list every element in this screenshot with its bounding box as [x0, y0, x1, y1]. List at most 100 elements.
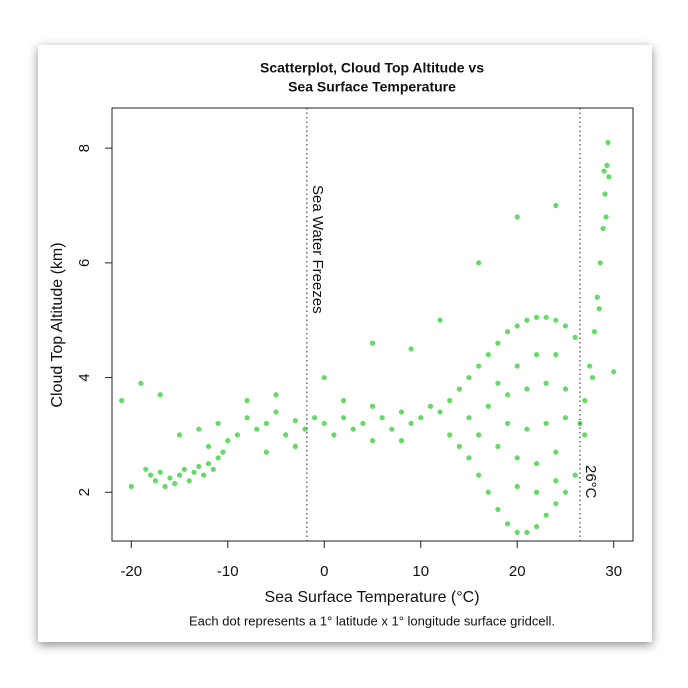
point	[427, 403, 433, 409]
point	[476, 432, 482, 438]
point	[408, 346, 414, 352]
point	[476, 260, 482, 266]
point	[331, 432, 337, 438]
point	[234, 432, 241, 438]
y-tick-label: 6	[76, 259, 93, 267]
x-tick-label: 30	[605, 563, 622, 580]
point	[495, 380, 501, 386]
point	[263, 420, 269, 427]
point	[244, 397, 250, 404]
chart-title: Scatterplot, Cloud Top Altitude vs	[260, 60, 484, 76]
x-tick-label: 20	[509, 563, 526, 580]
point	[398, 409, 405, 415]
point	[283, 432, 289, 438]
point	[562, 323, 569, 329]
point	[244, 415, 250, 421]
point	[589, 374, 596, 381]
point	[215, 455, 221, 461]
point	[162, 483, 168, 490]
point	[408, 420, 414, 427]
point	[369, 340, 376, 346]
point	[152, 478, 159, 484]
point	[504, 521, 511, 527]
point	[606, 174, 612, 180]
point	[138, 380, 144, 386]
point	[562, 489, 569, 495]
point	[389, 426, 395, 432]
point	[215, 420, 221, 427]
point	[524, 426, 530, 432]
point	[369, 403, 376, 409]
point	[292, 417, 298, 424]
point	[562, 386, 569, 392]
point	[176, 432, 183, 438]
point	[369, 438, 376, 444]
point	[605, 139, 611, 146]
point	[181, 466, 187, 472]
point	[157, 392, 163, 398]
point	[176, 472, 183, 478]
point	[201, 472, 207, 478]
point	[524, 317, 530, 323]
point	[582, 432, 588, 438]
point	[604, 162, 610, 168]
point	[321, 420, 327, 427]
reference-label: Sea Water Freezes	[309, 185, 326, 314]
point	[514, 455, 520, 461]
chart-title: Sea Surface Temperature	[288, 79, 456, 95]
point	[553, 352, 559, 358]
point	[273, 409, 279, 415]
x-axis-label: Sea Surface Temperature (°C)	[264, 589, 479, 606]
point	[302, 426, 308, 432]
x-tick-label: 0	[320, 563, 328, 580]
point	[167, 475, 173, 481]
point	[321, 374, 327, 381]
point	[600, 225, 606, 232]
point	[485, 352, 491, 358]
point	[601, 168, 607, 174]
point	[533, 352, 540, 358]
point	[514, 214, 520, 220]
point	[533, 524, 540, 530]
point	[360, 420, 366, 427]
point	[273, 392, 279, 398]
point	[476, 363, 482, 369]
point	[572, 472, 578, 478]
y-tick-label: 2	[76, 488, 93, 496]
point	[254, 426, 260, 432]
y-axis-label: Cloud Top Altitude (km)	[49, 242, 66, 407]
point	[456, 386, 462, 392]
point	[172, 481, 178, 487]
point	[292, 443, 298, 449]
point	[379, 415, 385, 421]
point	[476, 472, 482, 478]
point	[340, 415, 347, 421]
point	[191, 469, 197, 475]
point	[572, 334, 578, 341]
point	[220, 449, 226, 455]
card	[38, 45, 652, 642]
x-tick-label: 10	[412, 563, 429, 580]
point	[495, 340, 501, 346]
point	[543, 420, 549, 427]
x-tick-label: -20	[120, 563, 142, 580]
point	[543, 512, 549, 518]
point	[603, 214, 609, 220]
point	[485, 489, 491, 495]
point	[582, 397, 588, 404]
point	[312, 415, 318, 421]
point	[456, 443, 462, 449]
point	[205, 443, 212, 449]
x-tick-label: -10	[217, 563, 239, 580]
point	[533, 314, 540, 320]
point	[586, 363, 593, 369]
point	[524, 386, 530, 392]
point	[447, 432, 453, 438]
point	[225, 438, 231, 444]
point	[597, 260, 603, 266]
point	[147, 472, 154, 478]
point	[350, 426, 356, 432]
point	[437, 409, 443, 415]
point	[504, 392, 511, 398]
